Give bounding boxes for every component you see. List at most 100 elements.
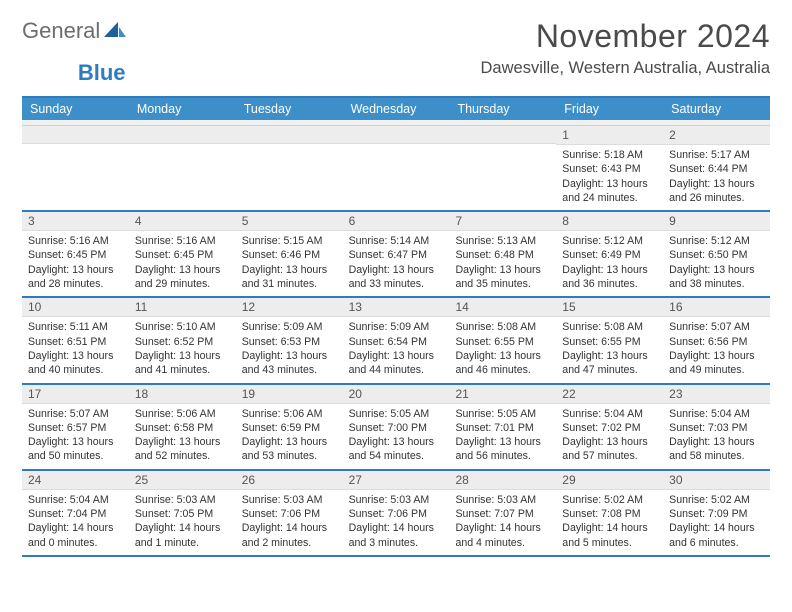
sunrise-text: Sunrise: 5:14 AM	[349, 234, 444, 248]
sunset-text: Sunset: 6:51 PM	[28, 335, 123, 349]
daylight-line1: Daylight: 13 hours	[242, 435, 337, 449]
sunset-text: Sunset: 7:09 PM	[669, 507, 764, 521]
day-details: Sunrise: 5:04 AMSunset: 7:04 PMDaylight:…	[22, 490, 129, 555]
daylight-line1: Daylight: 13 hours	[562, 435, 657, 449]
day-number: 10	[22, 298, 129, 317]
daylight-line2: and 28 minutes.	[28, 277, 123, 291]
daylight-line1: Daylight: 13 hours	[242, 263, 337, 277]
day-number	[343, 126, 450, 144]
day-number: 8	[556, 212, 663, 231]
day-number: 16	[663, 298, 770, 317]
week-row: 17Sunrise: 5:07 AMSunset: 6:57 PMDayligh…	[22, 385, 770, 471]
day-number: 30	[663, 471, 770, 490]
day-details: Sunrise: 5:18 AMSunset: 6:43 PMDaylight:…	[556, 145, 663, 210]
daylight-line2: and 31 minutes.	[242, 277, 337, 291]
brand-logo: General	[22, 18, 128, 44]
day-number: 7	[449, 212, 556, 231]
brand-word-1: General	[22, 18, 100, 44]
sunrise-text: Sunrise: 5:04 AM	[669, 407, 764, 421]
day-cell: 22Sunrise: 5:04 AMSunset: 7:02 PMDayligh…	[556, 385, 663, 469]
sunrise-text: Sunrise: 5:08 AM	[562, 320, 657, 334]
sunrise-text: Sunrise: 5:03 AM	[242, 493, 337, 507]
week-row: 24Sunrise: 5:04 AMSunset: 7:04 PMDayligh…	[22, 471, 770, 557]
sunrise-text: Sunrise: 5:16 AM	[135, 234, 230, 248]
day-cell: 21Sunrise: 5:05 AMSunset: 7:01 PMDayligh…	[449, 385, 556, 469]
day-cell: 19Sunrise: 5:06 AMSunset: 6:59 PMDayligh…	[236, 385, 343, 469]
daylight-line1: Daylight: 14 hours	[28, 521, 123, 535]
day-details: Sunrise: 5:13 AMSunset: 6:48 PMDaylight:…	[449, 231, 556, 296]
daylight-line1: Daylight: 14 hours	[135, 521, 230, 535]
daylight-line1: Daylight: 13 hours	[562, 177, 657, 191]
sunset-text: Sunset: 7:03 PM	[669, 421, 764, 435]
daylight-line2: and 3 minutes.	[349, 536, 444, 550]
sunset-text: Sunset: 7:06 PM	[242, 507, 337, 521]
daylight-line2: and 47 minutes.	[562, 363, 657, 377]
daylight-line1: Daylight: 13 hours	[135, 435, 230, 449]
day-number: 23	[663, 385, 770, 404]
sunrise-text: Sunrise: 5:09 AM	[242, 320, 337, 334]
sunset-text: Sunset: 7:05 PM	[135, 507, 230, 521]
day-number: 4	[129, 212, 236, 231]
day-number: 14	[449, 298, 556, 317]
daylight-line1: Daylight: 13 hours	[455, 263, 550, 277]
daylight-line1: Daylight: 13 hours	[455, 349, 550, 363]
day-cell: 23Sunrise: 5:04 AMSunset: 7:03 PMDayligh…	[663, 385, 770, 469]
day-details: Sunrise: 5:16 AMSunset: 6:45 PMDaylight:…	[22, 231, 129, 296]
daylight-line1: Daylight: 13 hours	[135, 263, 230, 277]
sunrise-text: Sunrise: 5:03 AM	[135, 493, 230, 507]
day-number: 22	[556, 385, 663, 404]
sunrise-text: Sunrise: 5:05 AM	[349, 407, 444, 421]
sunset-text: Sunset: 6:58 PM	[135, 421, 230, 435]
daylight-line1: Daylight: 14 hours	[455, 521, 550, 535]
day-cell: 12Sunrise: 5:09 AMSunset: 6:53 PMDayligh…	[236, 298, 343, 382]
daylight-line2: and 26 minutes.	[669, 191, 764, 205]
daylight-line1: Daylight: 13 hours	[562, 263, 657, 277]
day-header: Sunday	[22, 98, 129, 120]
day-header: Saturday	[663, 98, 770, 120]
daylight-line2: and 24 minutes.	[562, 191, 657, 205]
sunrise-text: Sunrise: 5:02 AM	[669, 493, 764, 507]
day-details: Sunrise: 5:06 AMSunset: 6:59 PMDaylight:…	[236, 404, 343, 469]
day-number: 26	[236, 471, 343, 490]
day-number: 12	[236, 298, 343, 317]
day-details: Sunrise: 5:12 AMSunset: 6:49 PMDaylight:…	[556, 231, 663, 296]
sail-icon	[104, 20, 126, 38]
sunrise-text: Sunrise: 5:06 AM	[135, 407, 230, 421]
daylight-line1: Daylight: 13 hours	[455, 435, 550, 449]
sunset-text: Sunset: 6:54 PM	[349, 335, 444, 349]
sunrise-text: Sunrise: 5:13 AM	[455, 234, 550, 248]
sunset-text: Sunset: 6:49 PM	[562, 248, 657, 262]
daylight-line1: Daylight: 13 hours	[28, 349, 123, 363]
daylight-line2: and 49 minutes.	[669, 363, 764, 377]
day-details: Sunrise: 5:02 AMSunset: 7:08 PMDaylight:…	[556, 490, 663, 555]
day-details: Sunrise: 5:17 AMSunset: 6:44 PMDaylight:…	[663, 145, 770, 210]
weeks-container: 1Sunrise: 5:18 AMSunset: 6:43 PMDaylight…	[22, 126, 770, 557]
day-details: Sunrise: 5:03 AMSunset: 7:05 PMDaylight:…	[129, 490, 236, 555]
day-details: Sunrise: 5:07 AMSunset: 6:57 PMDaylight:…	[22, 404, 129, 469]
day-number	[22, 126, 129, 144]
calendar: Sunday Monday Tuesday Wednesday Thursday…	[22, 96, 770, 557]
day-cell: 14Sunrise: 5:08 AMSunset: 6:55 PMDayligh…	[449, 298, 556, 382]
daylight-line2: and 2 minutes.	[242, 536, 337, 550]
day-number	[449, 126, 556, 144]
sunrise-text: Sunrise: 5:11 AM	[28, 320, 123, 334]
daylight-line1: Daylight: 13 hours	[135, 349, 230, 363]
daylight-line1: Daylight: 14 hours	[669, 521, 764, 535]
daylight-line1: Daylight: 13 hours	[242, 349, 337, 363]
day-cell: 15Sunrise: 5:08 AMSunset: 6:55 PMDayligh…	[556, 298, 663, 382]
day-cell	[236, 126, 343, 210]
sunrise-text: Sunrise: 5:02 AM	[562, 493, 657, 507]
day-details: Sunrise: 5:04 AMSunset: 7:02 PMDaylight:…	[556, 404, 663, 469]
daylight-line2: and 36 minutes.	[562, 277, 657, 291]
sunrise-text: Sunrise: 5:12 AM	[669, 234, 764, 248]
day-details: Sunrise: 5:03 AMSunset: 7:06 PMDaylight:…	[343, 490, 450, 555]
sunrise-text: Sunrise: 5:07 AM	[28, 407, 123, 421]
daylight-line1: Daylight: 13 hours	[28, 435, 123, 449]
daylight-line2: and 40 minutes.	[28, 363, 123, 377]
daylight-line1: Daylight: 13 hours	[349, 263, 444, 277]
sunset-text: Sunset: 6:55 PM	[562, 335, 657, 349]
daylight-line2: and 46 minutes.	[455, 363, 550, 377]
day-details: Sunrise: 5:16 AMSunset: 6:45 PMDaylight:…	[129, 231, 236, 296]
daylight-line2: and 53 minutes.	[242, 449, 337, 463]
day-number	[236, 126, 343, 144]
